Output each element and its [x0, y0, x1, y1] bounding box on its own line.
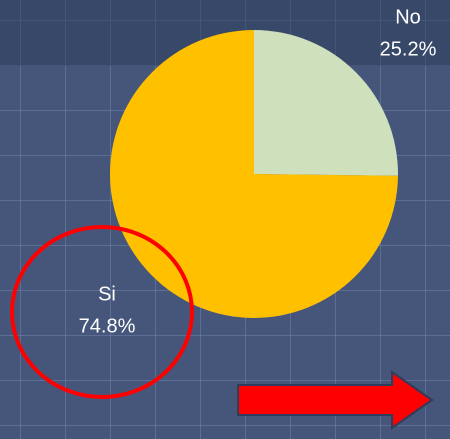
slice-name: Si	[98, 283, 116, 305]
slice-value-label: 25.2%	[380, 38, 437, 60]
pie-slice	[110, 30, 398, 318]
pie-slice	[254, 30, 398, 176]
arrow	[237, 370, 434, 430]
highlight-ellipse	[10, 225, 194, 399]
slice-name: No	[395, 6, 421, 28]
slice-value-label: 74.8%	[79, 315, 136, 337]
